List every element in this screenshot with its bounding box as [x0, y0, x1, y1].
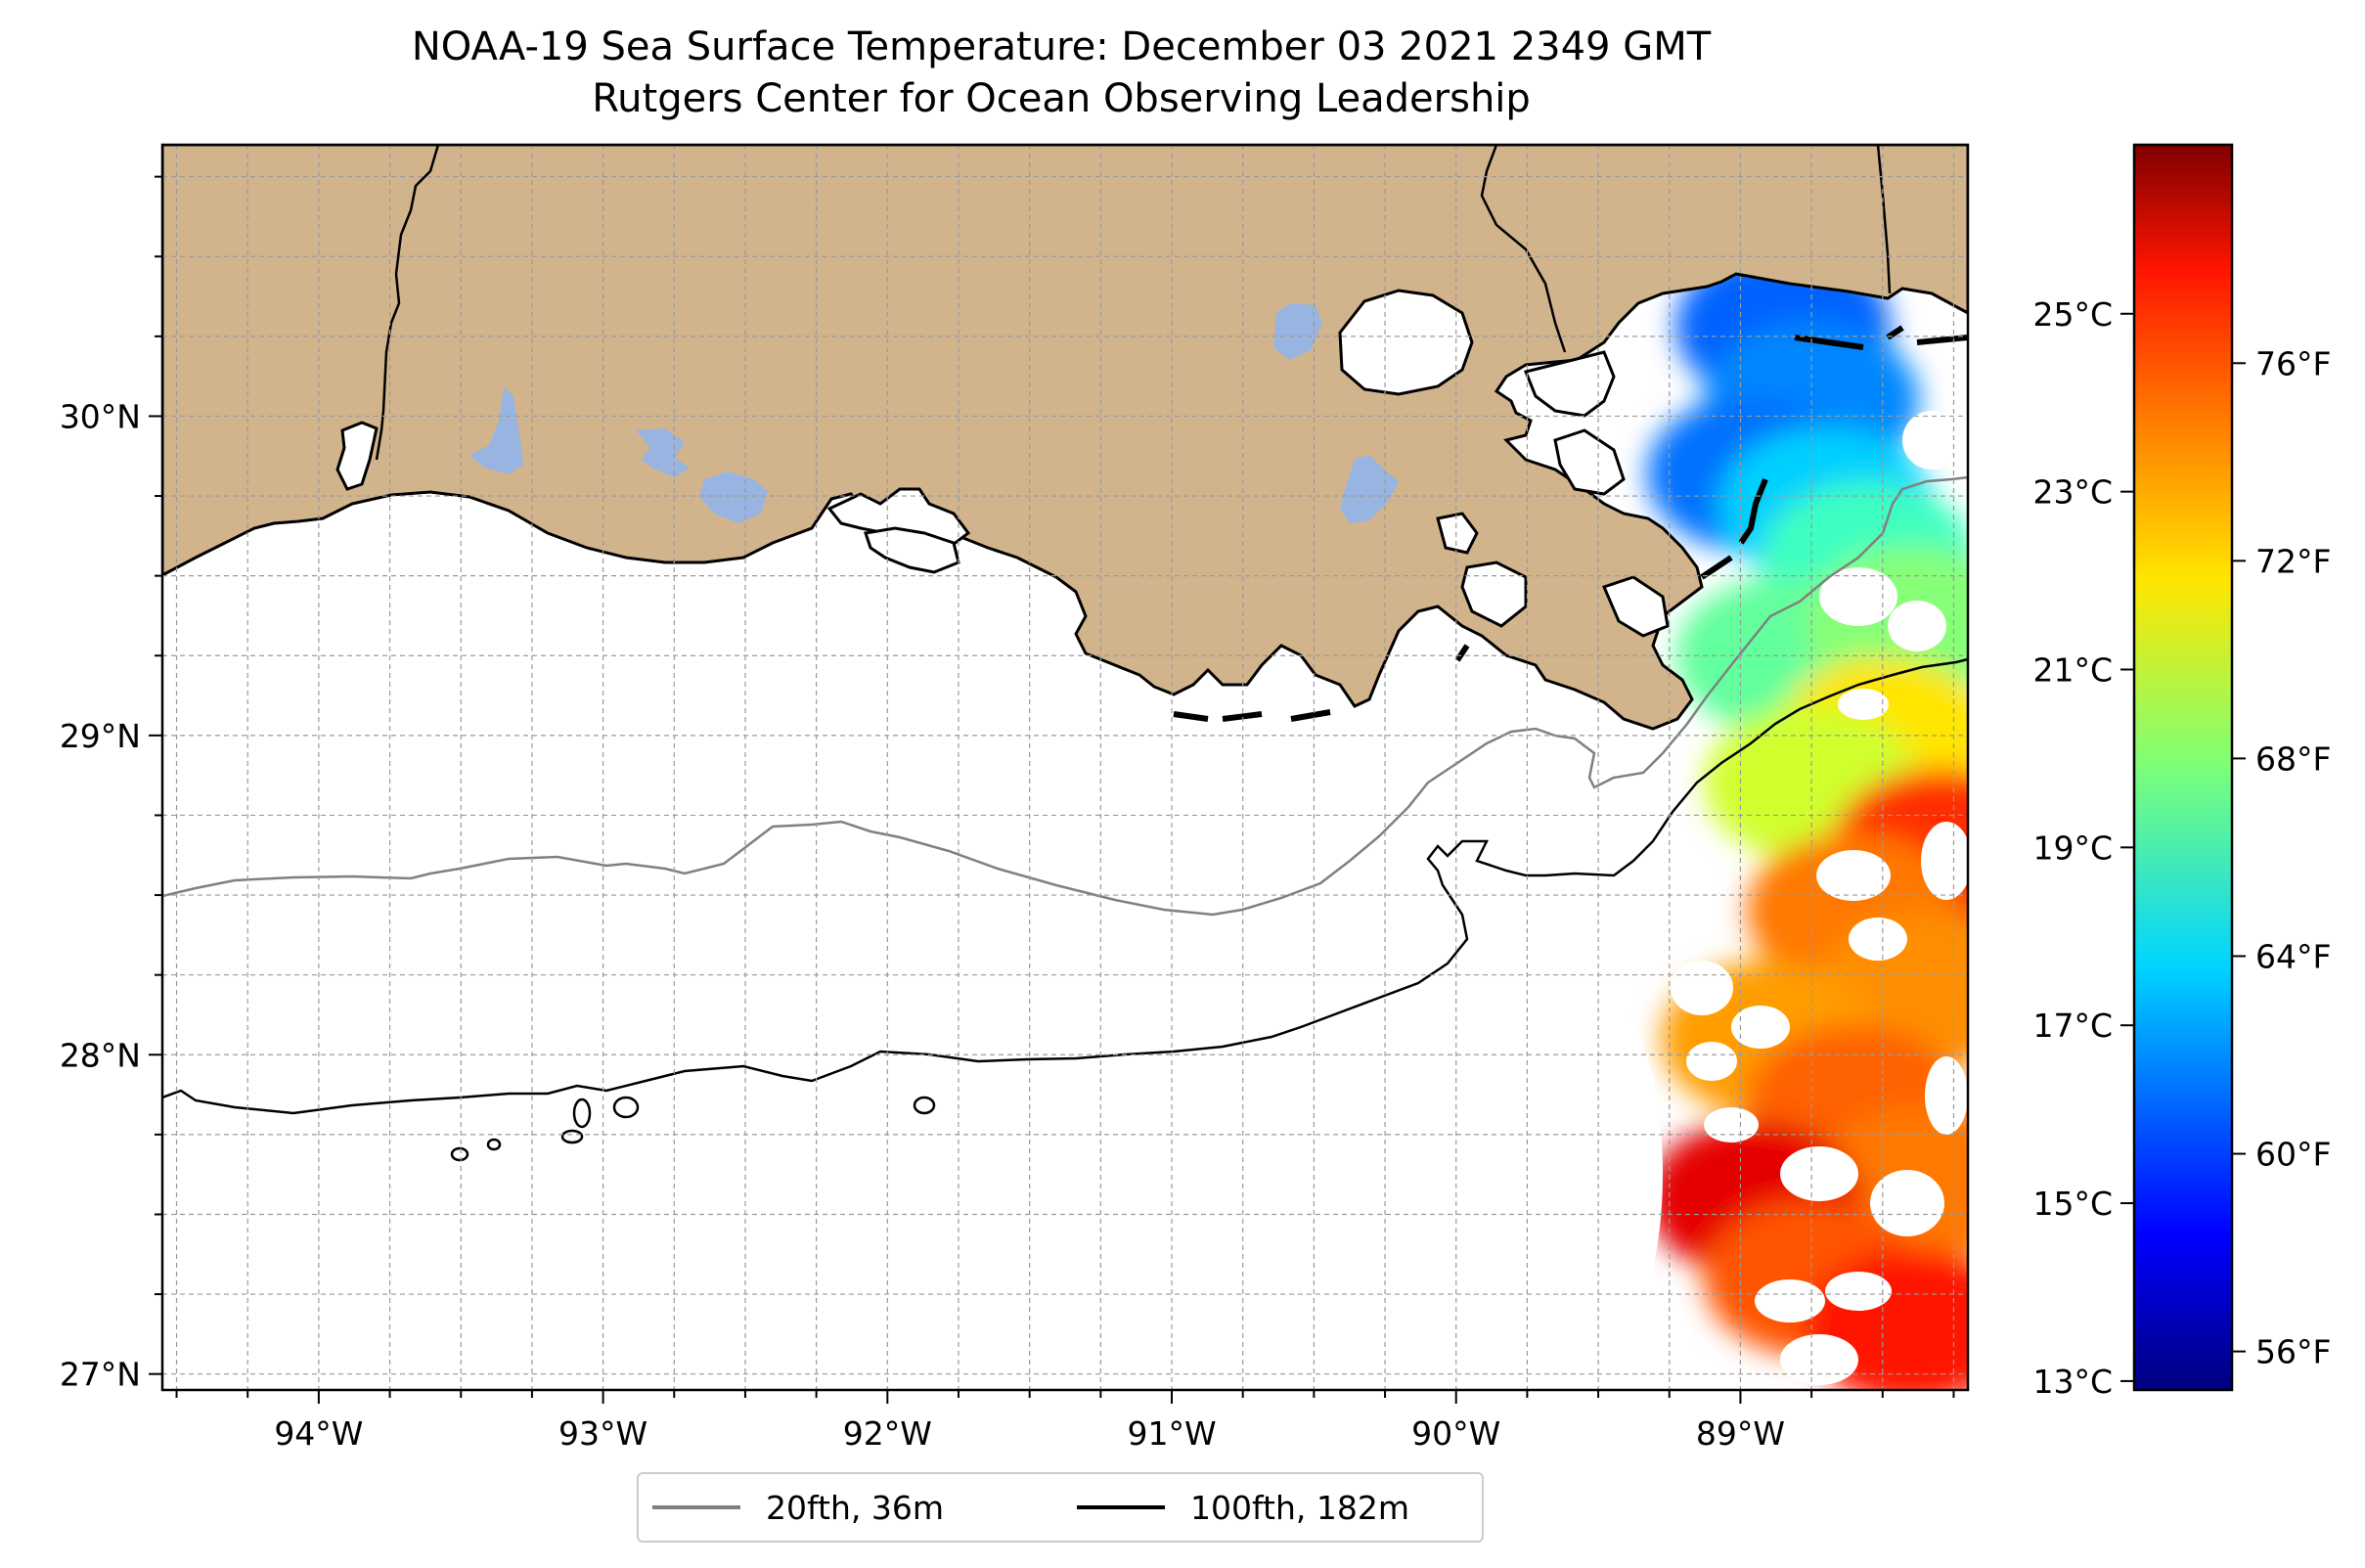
isobath-100fth [162, 657, 1968, 1115]
map-axes: 94°W 93°W 92°W 91°W 90°W 89°W 30°N 29°N 28°N 27°N [60, 175, 1955, 1453]
legend-line-20fth [652, 1505, 740, 1509]
legend-item-20fth: 20fth, 36m [652, 1488, 944, 1527]
vermilion-bay [864, 526, 960, 574]
lake-pontchartrain [1338, 289, 1474, 396]
lon-tick-label: 91°W [1127, 1414, 1216, 1453]
lon-tick-label: 93°W [558, 1414, 647, 1453]
fahrenheit-tick-label: 64°F [2255, 937, 2331, 975]
delta-waters [1436, 350, 1670, 638]
lat-tick-label: 28°N [60, 1036, 141, 1074]
legend-item-100fth: 100fth, 182m [1077, 1488, 1409, 1527]
legend-label-100fth: 100fth, 182m [1190, 1488, 1409, 1527]
offshore-banks [450, 1096, 936, 1162]
map-panel [162, 145, 1968, 1390]
colorbar [2132, 143, 2234, 1392]
celsius-tick-label: 17°C [2032, 1007, 2113, 1045]
fahrenheit-tick-label: 72°F [2255, 542, 2331, 580]
cloud-mask [1506, 411, 1968, 1390]
lat-tick-label: 30°N [60, 397, 141, 435]
map-title: NOAA-19 Sea Surface Temperature: Decembe… [411, 24, 1712, 69]
fahrenheit-tick-label: 60°F [2255, 1136, 2331, 1174]
lat-tick-label: 29°N [60, 717, 141, 755]
lon-tick-label: 92°W [843, 1414, 932, 1453]
lon-tick-label: 94°W [274, 1414, 363, 1453]
state-borders [375, 145, 1892, 461]
inland-lakes [469, 303, 1399, 523]
legend-line-100fth [1077, 1505, 1165, 1509]
celsius-tick-label: 15°C [2032, 1185, 2113, 1223]
map-frame [160, 143, 1970, 1392]
celsius-tick-label: 13°C [2032, 1363, 2113, 1401]
fahrenheit-tick-label: 76°F [2255, 344, 2331, 382]
isobath-20fth [162, 475, 1968, 917]
lon-tick-label: 89°W [1696, 1414, 1785, 1453]
lon-tick-label: 90°W [1411, 1414, 1500, 1453]
map-subtitle: Rutgers Center for Ocean Observing Leade… [592, 76, 1531, 121]
legend-label-20fth: 20fth, 36m [766, 1488, 944, 1527]
barrier-islands [1173, 325, 1968, 722]
colorbar-ticks: 13°C 15°C 17°C 19°C 21°C 23°C 25°C 56°F 60°F 64°F… [2032, 295, 2331, 1401]
celsius-tick-label: 25°C [2032, 295, 2113, 334]
gridlines [162, 145, 1968, 1390]
celsius-tick-label: 23°C [2032, 473, 2113, 512]
celsius-tick-label: 21°C [2032, 650, 2113, 689]
isobath-legend: 20fth, 36m 100fth, 182m [637, 1472, 1484, 1543]
fahrenheit-tick-label: 56°F [2255, 1333, 2331, 1371]
fahrenheit-tick-label: 68°F [2255, 739, 2331, 778]
celsius-tick-label: 19°C [2032, 829, 2113, 867]
calcasieu-lake [335, 421, 379, 491]
lat-tick-label: 27°N [60, 1356, 141, 1394]
